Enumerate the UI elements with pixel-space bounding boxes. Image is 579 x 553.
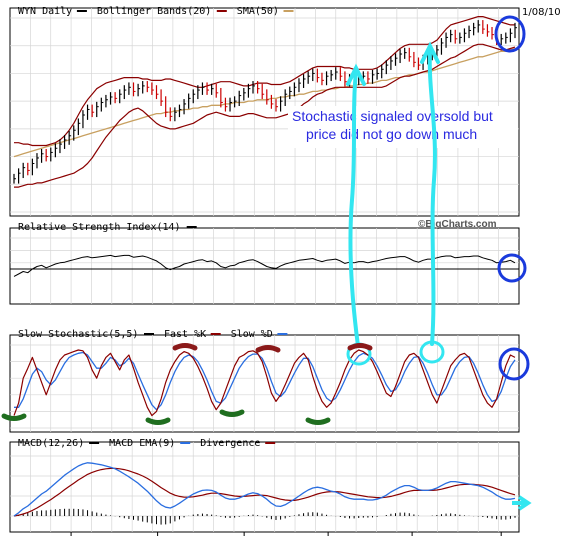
blue-circle-stoch — [498, 347, 530, 381]
cyan-arrow-2-head — [420, 41, 440, 64]
annotation-box — [288, 106, 518, 148]
legend-label: SMA(50) — [237, 6, 279, 17]
oversold-marker — [145, 417, 171, 425]
cyan-macd-arrow-head — [517, 495, 532, 511]
legend-label: WYN Daily — [18, 6, 72, 17]
overbought-marker — [172, 343, 198, 351]
oversold-marker — [219, 409, 245, 417]
overbought-marker — [347, 343, 373, 351]
cyan-circle-2 — [419, 340, 445, 364]
legend-label: Fast %K — [164, 329, 206, 340]
blue-circle-price — [494, 15, 526, 53]
slow-d-line — [14, 351, 516, 411]
legend-label: Bollinger Bands(20) — [97, 6, 211, 17]
oversold-marker — [1, 413, 27, 421]
macd-panel-frame — [9, 441, 520, 533]
legend-label: Slow %D — [231, 329, 273, 340]
legend-label: MACD(12,26) — [18, 438, 84, 449]
cyan-arrow-2 — [427, 48, 437, 346]
legend-label: Divergence — [200, 438, 260, 449]
oversold-marker — [305, 417, 331, 425]
overbought-marker — [255, 345, 281, 353]
stoch-panel-frame — [9, 334, 520, 433]
rsi-panel-frame — [9, 227, 520, 305]
macd-ema-line — [13, 467, 516, 517]
fast-k-line — [13, 349, 516, 417]
watermark: ©BigCharts.com — [418, 219, 497, 230]
legend-label: MACD EMA(9) — [109, 438, 175, 449]
cyan-arrow-1 — [348, 70, 360, 348]
bollinger-upper-line — [14, 16, 515, 147]
date-label: 1/08/10 — [522, 7, 561, 18]
annotation-line-2: price did not go down much — [306, 126, 477, 142]
blue-circle-rsi — [497, 253, 527, 283]
legend-label: Relative Strength Index(14) — [18, 222, 181, 233]
cyan-arrow-1-head — [346, 63, 366, 86]
macd-line — [13, 462, 516, 517]
legend-label: Slow Stochastic(5,5) — [18, 329, 138, 340]
annotation-line-1: Stochastic signaled oversold but — [292, 108, 493, 124]
